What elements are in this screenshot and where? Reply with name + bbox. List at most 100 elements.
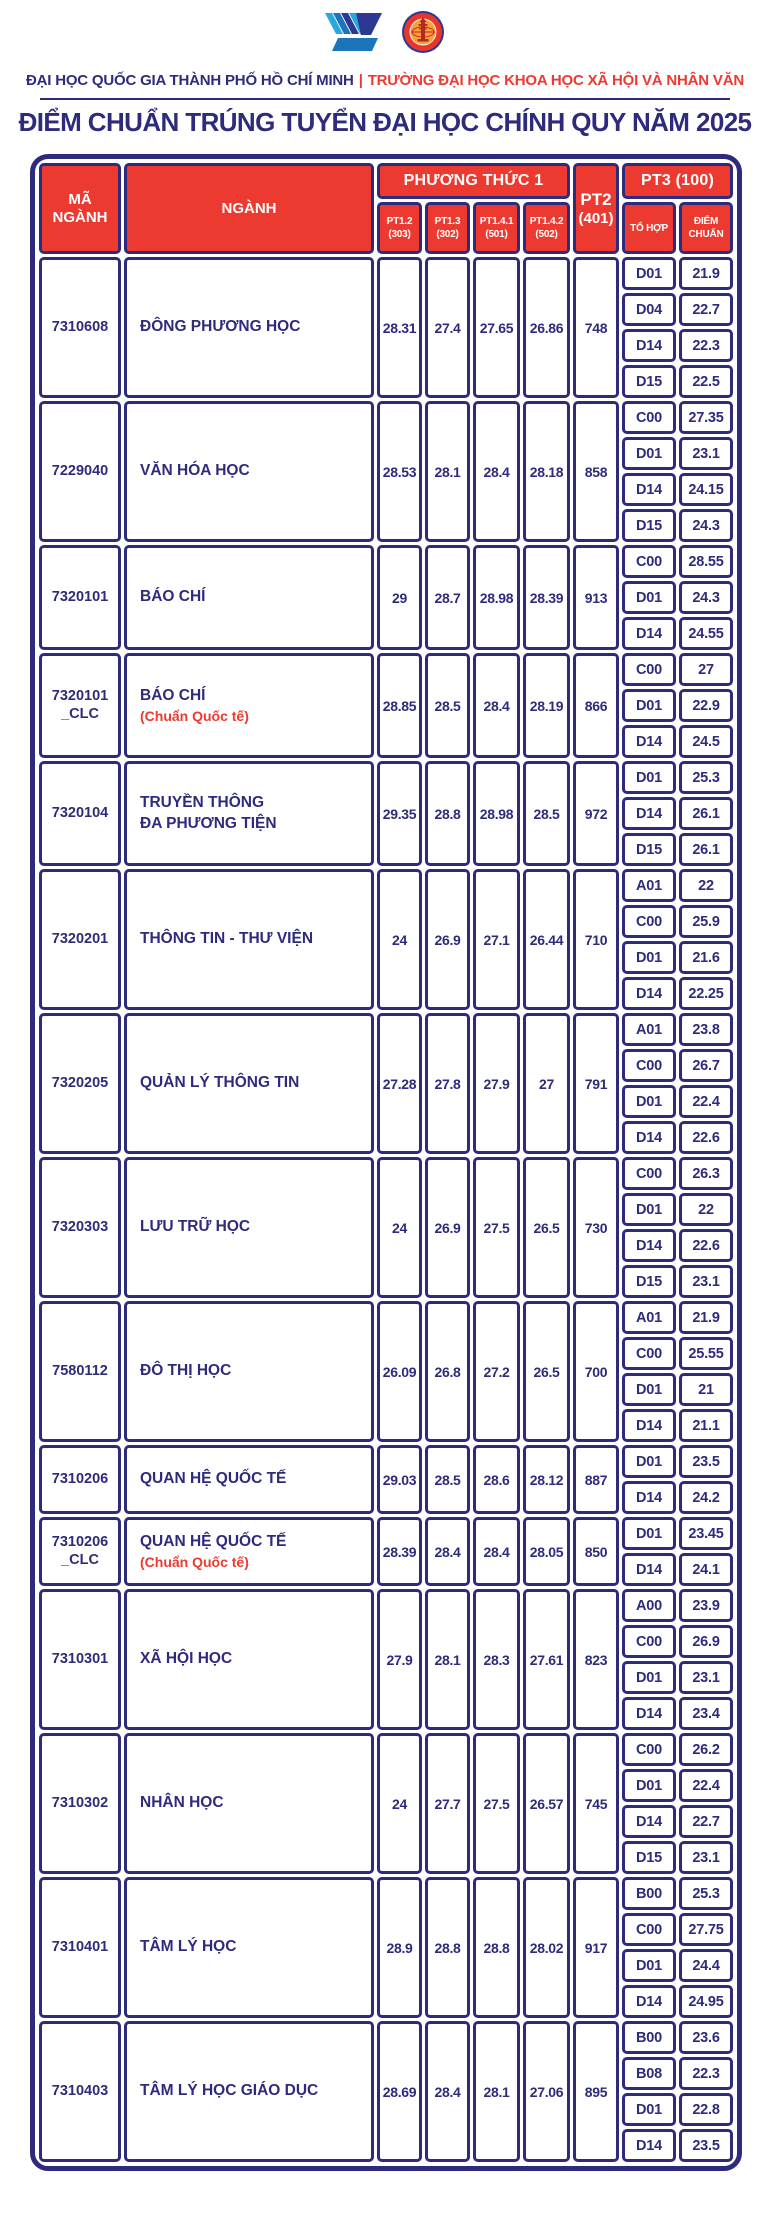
pt3-tohop-cell: A01 <box>622 1301 677 1334</box>
pt3-diem-cell: 27.75 <box>679 1913 734 1946</box>
major-name-text: QUAN HỆ QUỐC TẾ <box>140 1470 287 1488</box>
major-name-text: ĐA PHƯƠNG TIỆN <box>140 814 277 832</box>
table-row: D01 23.1 <box>39 1661 734 1694</box>
pt3-diem-cell: 21.9 <box>679 1301 734 1334</box>
major-code-cell: 7320101 _CLC <box>39 653 121 758</box>
table-row: D14 22.6 <box>39 1121 734 1154</box>
pt1-4-1-code: (501) <box>485 229 508 240</box>
table-row: D15 23.1 <box>39 1265 734 1298</box>
pt3-tohop-cell: D15 <box>622 365 677 398</box>
pt3-diem-cell: 25.9 <box>679 905 734 938</box>
pt3-diem-cell: 21.1 <box>679 1409 734 1442</box>
pt3-diem-cell: 24.5 <box>679 725 734 758</box>
header-row-2: PT1.2 (303) PT1.3 (302) PT1.4.1 (501) PT… <box>39 202 734 254</box>
pt3-tohop-cell: D14 <box>622 1805 677 1838</box>
pt3-tohop-cell: A01 <box>622 1013 677 1046</box>
major-note-text: (Chuẩn Quốc tế) <box>140 707 249 724</box>
table-row: D14 24.55 <box>39 617 734 650</box>
major-code-text: _CLC <box>61 705 99 722</box>
pt3-diem-cell: 25.3 <box>679 761 734 794</box>
pt1-4-2-code: (502) <box>535 229 558 240</box>
pt3-diem-cell: 22.4 <box>679 1085 734 1118</box>
vnu-hcm-logo-icon <box>325 12 385 52</box>
pt3-diem-cell: 27.35 <box>679 401 734 434</box>
table-row: D01 21 <box>39 1373 734 1406</box>
pt3-tohop-cell: D14 <box>622 1121 677 1154</box>
pt1-score-cell-1: 24 <box>377 1733 422 1874</box>
pt1-score-cell-3: 28.98 <box>473 545 520 650</box>
table-row: C00 26.9 <box>39 1625 734 1658</box>
col-header-ma-nganh: MÃ NGÀNH <box>39 163 121 254</box>
pt1-4-1-label: PT1.4.1 <box>479 216 514 227</box>
col-header-pt3: PT3 (100) <box>622 163 734 199</box>
pt3-tohop-cell: D01 <box>622 2093 677 2126</box>
pt3-diem-cell: 22.25 <box>679 977 734 1010</box>
table-row: D14 22.25 <box>39 977 734 1010</box>
pt1-score-cell-3: 27.2 <box>473 1301 520 1442</box>
pt3-tohop-cell: C00 <box>622 401 677 434</box>
pt3-tohop-cell: D01 <box>622 1949 677 1982</box>
pt3-diem-cell: 26.7 <box>679 1049 734 1082</box>
table-row: C00 27.75 <box>39 1913 734 1946</box>
pt3-tohop-cell: D01 <box>622 1193 677 1226</box>
major-name-cell: TÂM LÝ HỌC GIÁO DỤC <box>124 2021 374 2162</box>
pt1-score-cell-1: 28.9 <box>377 1877 422 2018</box>
pt1-score-cell-3: 28.8 <box>473 1877 520 2018</box>
pt3-diem-cell: 23.1 <box>679 1265 734 1298</box>
pt1-2-code: (303) <box>388 229 411 240</box>
pt1-score-cell-3: 28.4 <box>473 401 520 542</box>
pt3-diem-cell: 24.95 <box>679 1985 734 2018</box>
ussh-seal-icon <box>401 10 445 54</box>
table-row: D14 24.5 <box>39 725 734 758</box>
pt3-diem-cell: 22.6 <box>679 1121 734 1154</box>
major-name-text: TÂM LÝ HỌC <box>140 1938 237 1956</box>
table-row: D14 22.6 <box>39 1229 734 1262</box>
pt3-diem-cell: 24.4 <box>679 1949 734 1982</box>
major-code-cell: 7320205 <box>39 1013 121 1154</box>
pt1-score-cell-4: 28.12 <box>523 1445 571 1514</box>
major-note-text: (Chuẩn Quốc tế) <box>140 1553 249 1570</box>
table-row: C00 25.9 <box>39 905 734 938</box>
scores-table-container: MÃ NGÀNH NGÀNH PHƯƠNG THỨC 1 PT2 (401) P… <box>30 154 742 2171</box>
major-code-cell: 7310301 <box>39 1589 121 1730</box>
pt3-diem-cell: 23.6 <box>679 2021 734 2054</box>
table-row: 7310301 XÃ HỘI HỌC 27.9 28.1 28.3 27.61 823 A00… <box>39 1589 734 1730</box>
table-row: 7310401 TÂM LÝ HỌC 28.9 28.8 28.8 28.02 917 B00… <box>39 1877 734 2018</box>
pt3-diem-cell: 22 <box>679 1193 734 1226</box>
major-code-text: 7320201 <box>51 930 109 947</box>
pt3-tohop-cell: D14 <box>622 1697 677 1730</box>
scores-table: MÃ NGÀNH NGÀNH PHƯƠNG THỨC 1 PT2 (401) P… <box>36 160 736 2165</box>
pt3-tohop-cell: D01 <box>622 761 677 794</box>
pt3-tohop-cell: D04 <box>622 293 677 326</box>
major-name-cell: ĐÔNG PHƯƠNG HỌC <box>124 257 374 398</box>
pt2-header-label: PT2 <box>580 190 612 210</box>
pt1-score-cell-2: 28.4 <box>425 1517 470 1586</box>
pt3-tohop-cell: D14 <box>622 473 677 506</box>
pt3-diem-cell: 24.2 <box>679 1481 734 1514</box>
major-name-cell: QUAN HỆ QUỐC TẾ (Chuẩn Quốc tế) <box>124 1517 374 1586</box>
major-name-text: ĐÔ THỊ HỌC <box>140 1362 232 1380</box>
org-name-ussh: TRƯỜNG ĐẠI HỌC KHOA HỌC XÃ HỘI VÀ NHÂN V… <box>367 72 744 89</box>
pt1-score-cell-3: 27.1 <box>473 869 520 1010</box>
major-code-text: 7310403 <box>51 2082 109 2099</box>
pt1-score-cell-3: 27.5 <box>473 1733 520 1874</box>
table-row: 7310206 QUAN HỆ QUỐC TẾ 29.03 28.5 28.6 28.12… <box>39 1445 734 1514</box>
table-row: B08 22.3 <box>39 2057 734 2090</box>
major-name-text: TRUYỀN THÔNG <box>140 794 264 812</box>
pt2-score-cell: 745 <box>573 1733 620 1874</box>
pt1-score-cell-4: 28.5 <box>523 761 571 866</box>
table-row: 7320201 THÔNG TIN - THƯ VIỆN 24 26.9 27.1 26.… <box>39 869 734 1010</box>
header-divider <box>40 98 730 100</box>
major-name-text: QUẢN LÝ THÔNG TIN <box>140 1074 300 1092</box>
table-row: D01 22.8 <box>39 2093 734 2126</box>
table-row: 7320303 LƯU TRỮ HỌC 24 26.9 27.5 26.5 730 C00 26… <box>39 1157 734 1298</box>
pt3-tohop-cell: C00 <box>622 1157 677 1190</box>
pt3-tohop-cell: C00 <box>622 545 677 578</box>
pt1-score-cell-3: 28.6 <box>473 1445 520 1514</box>
pt3-diem-cell: 23.45 <box>679 1517 734 1550</box>
major-name-cell: BÁO CHÍ <box>124 545 374 650</box>
major-code-cell: 7320104 <box>39 761 121 866</box>
pt3-diem-cell: 23.8 <box>679 1013 734 1046</box>
pt3-diem-cell: 21 <box>679 1373 734 1406</box>
pt3-tohop-cell: B00 <box>622 1877 677 1910</box>
